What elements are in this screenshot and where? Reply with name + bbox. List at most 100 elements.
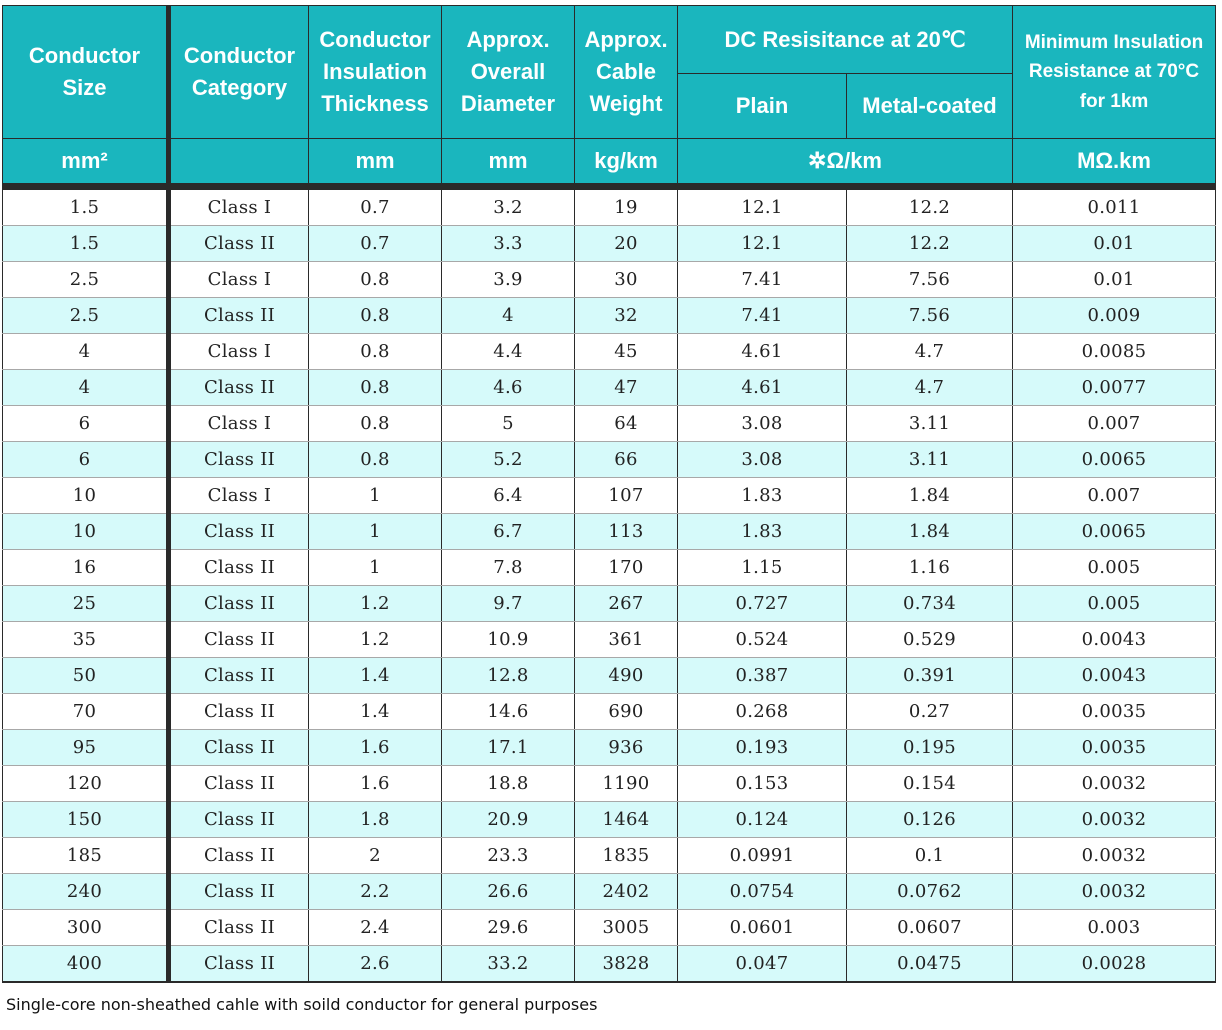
- cell-cable-weight: 20: [574, 225, 678, 262]
- cell-min-insulation-resistance: 0.003: [1012, 909, 1217, 946]
- cell-overall-diameter: 33.2: [441, 945, 575, 983]
- cell-min-insulation-resistance: 0.0043: [1012, 657, 1217, 694]
- cell-overall-diameter: 3.2: [441, 186, 575, 226]
- table-row: 2.5 Class I 0.8 3.9 30 7.41 7.56 0.01: [2, 261, 1217, 298]
- cell-resistance-plain: 0.0754: [677, 873, 847, 910]
- cell-conductor-size: 50: [2, 657, 171, 694]
- table-row: 6 Class II 0.8 5.2 66 3.08 3.11 0.0065: [2, 441, 1217, 478]
- cell-resistance-metal-coated: 4.7: [845, 369, 1014, 406]
- cell-cable-weight: 690: [574, 693, 678, 730]
- cell-conductor-category: Class II: [168, 909, 309, 946]
- cell-conductor-category: Class II: [168, 657, 309, 694]
- cell-resistance-metal-coated: 0.27: [845, 693, 1014, 730]
- cell-insulation-thickness: 0.7: [308, 225, 442, 262]
- cell-conductor-size: 10: [2, 477, 171, 514]
- table-row: 70 Class II 1.4 14.6 690 0.268 0.27 0.0035: [2, 693, 1217, 730]
- table-row: 4 Class I 0.8 4.4 45 4.61 4.7 0.0085: [2, 333, 1217, 370]
- cell-min-insulation-resistance: 0.0032: [1012, 873, 1217, 910]
- cell-min-insulation-resistance: 0.0035: [1012, 729, 1217, 766]
- cell-cable-weight: 32: [574, 297, 678, 334]
- header-min-insulation-resistance: Minimum Insulation Resistance at 70°C fo…: [1012, 5, 1217, 139]
- cell-overall-diameter: 29.6: [441, 909, 575, 946]
- cell-conductor-size: 95: [2, 729, 171, 766]
- cell-min-insulation-resistance: 0.0032: [1012, 801, 1217, 838]
- table-row: 240 Class II 2.2 26.6 2402 0.0754 0.0762 0.0032: [2, 873, 1217, 910]
- cell-cable-weight: 1835: [574, 837, 678, 874]
- cell-conductor-size: 6: [2, 405, 171, 442]
- cell-resistance-metal-coated: 1.16: [845, 549, 1014, 586]
- table-row: 1.5 Class I 0.7 3.2 19 12.1 12.2 0.011: [2, 186, 1217, 226]
- cell-conductor-size: 4: [2, 369, 171, 406]
- cell-resistance-plain: 4.61: [677, 369, 847, 406]
- cell-overall-diameter: 7.8: [441, 549, 575, 586]
- cell-conductor-category: Class II: [168, 225, 309, 262]
- cell-insulation-thickness: 1: [308, 513, 442, 550]
- cell-insulation-thickness: 2: [308, 837, 442, 874]
- cell-min-insulation-resistance: 0.0085: [1012, 333, 1217, 370]
- cell-overall-diameter: 4: [441, 297, 575, 334]
- cell-min-insulation-resistance: 0.0032: [1012, 837, 1217, 874]
- cell-conductor-size: 35: [2, 621, 171, 658]
- cell-resistance-plain: 0.387: [677, 657, 847, 694]
- cell-overall-diameter: 12.8: [441, 657, 575, 694]
- cell-min-insulation-resistance: 0.007: [1012, 405, 1217, 442]
- cell-cable-weight: 30: [574, 261, 678, 298]
- unit-conductor-size: mm²: [2, 138, 171, 190]
- cell-overall-diameter: 9.7: [441, 585, 575, 622]
- cell-conductor-category: Class II: [168, 729, 309, 766]
- cell-resistance-metal-coated: 3.11: [845, 441, 1014, 478]
- cell-insulation-thickness: 1.4: [308, 657, 442, 694]
- table-row: 2.5 Class II 0.8 4 32 7.41 7.56 0.009: [2, 297, 1217, 334]
- cell-conductor-category: Class II: [168, 369, 309, 406]
- cell-conductor-size: 150: [2, 801, 171, 838]
- cell-cable-weight: 19: [574, 186, 678, 226]
- cell-insulation-thickness: 0.8: [308, 333, 442, 370]
- cell-resistance-metal-coated: 0.391: [845, 657, 1014, 694]
- cell-conductor-category: Class II: [168, 873, 309, 910]
- cell-conductor-size: 2.5: [2, 297, 171, 334]
- cell-conductor-category: Class II: [168, 441, 309, 478]
- cell-cable-weight: 170: [574, 549, 678, 586]
- table-row: 16 Class II 1 7.8 170 1.15 1.16 0.005: [2, 549, 1217, 586]
- cell-min-insulation-resistance: 0.005: [1012, 549, 1217, 586]
- cell-resistance-metal-coated: 0.195: [845, 729, 1014, 766]
- cell-conductor-category: Class II: [168, 801, 309, 838]
- cell-conductor-size: 1.5: [2, 225, 171, 262]
- cable-spec-table: Conductor Size Conductor Category Conduc…: [2, 5, 1217, 983]
- cell-insulation-thickness: 1.6: [308, 729, 442, 766]
- table-row: 185 Class II 2 23.3 1835 0.0991 0.1 0.0032: [2, 837, 1217, 874]
- cell-overall-diameter: 23.3: [441, 837, 575, 874]
- cell-insulation-thickness: 2.2: [308, 873, 442, 910]
- cell-conductor-size: 300: [2, 909, 171, 946]
- cell-resistance-plain: 1.15: [677, 549, 847, 586]
- cell-cable-weight: 45: [574, 333, 678, 370]
- table-row: 300 Class II 2.4 29.6 3005 0.0601 0.0607 0.003: [2, 909, 1217, 946]
- cell-resistance-metal-coated: 12.2: [845, 225, 1014, 262]
- cell-min-insulation-resistance: 0.011: [1012, 186, 1217, 226]
- cell-conductor-category: Class I: [168, 405, 309, 442]
- cell-resistance-metal-coated: 4.7: [845, 333, 1014, 370]
- unit-min-insulation-resistance: MΩ.km: [1012, 138, 1217, 190]
- table-row: 400 Class II 2.6 33.2 3828 0.047 0.0475 0.0028: [2, 945, 1217, 983]
- cell-min-insulation-resistance: 0.0065: [1012, 441, 1217, 478]
- cell-cable-weight: 66: [574, 441, 678, 478]
- cell-resistance-metal-coated: 7.56: [845, 261, 1014, 298]
- cell-resistance-metal-coated: 0.154: [845, 765, 1014, 802]
- cell-insulation-thickness: 0.8: [308, 369, 442, 406]
- header-metal-coated: Metal-coated: [845, 73, 1014, 139]
- cell-min-insulation-resistance: 0.0065: [1012, 513, 1217, 550]
- table-row: 1.5 Class II 0.7 3.3 20 12.1 12.2 0.01: [2, 225, 1217, 262]
- cell-insulation-thickness: 2.6: [308, 945, 442, 983]
- cell-conductor-size: 1.5: [2, 186, 171, 226]
- cell-cable-weight: 3005: [574, 909, 678, 946]
- cell-conductor-size: 6: [2, 441, 171, 478]
- cell-resistance-plain: 0.193: [677, 729, 847, 766]
- cell-resistance-plain: 7.41: [677, 297, 847, 334]
- unit-cable-weight: kg/km: [574, 138, 678, 190]
- table-row: 25 Class II 1.2 9.7 267 0.727 0.734 0.005: [2, 585, 1217, 622]
- cell-insulation-thickness: 0.8: [308, 441, 442, 478]
- cell-conductor-category: Class II: [168, 549, 309, 586]
- header-insulation-thickness: Conductor Insulation Thickness: [308, 5, 442, 139]
- cell-resistance-plain: 1.83: [677, 513, 847, 550]
- cell-overall-diameter: 26.6: [441, 873, 575, 910]
